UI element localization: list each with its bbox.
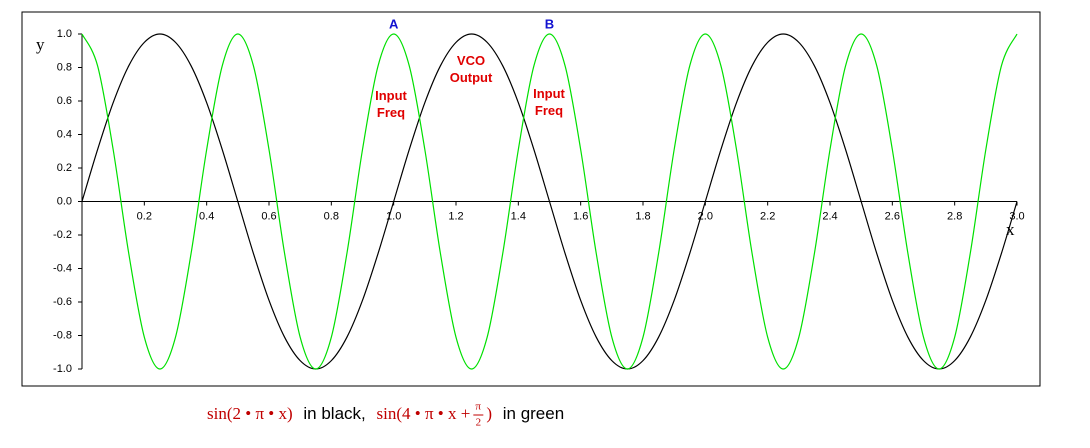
x-tick-label: 1.4 [511, 210, 526, 222]
annotation: Input Freq [533, 86, 565, 118]
y-axis-label: y [36, 35, 45, 54]
caption-formula: sin(2 • π • x) [207, 404, 293, 423]
y-tick-label: -0.4 [53, 262, 72, 274]
annotation: Input Freq [375, 88, 407, 120]
caption-text: in black, [303, 404, 365, 423]
y-tick-label: -0.8 [53, 329, 72, 341]
annotation-line: VCO [457, 53, 485, 68]
y-tick-label: -0.2 [53, 229, 72, 241]
x-tick-label: 0.8 [324, 210, 339, 222]
series-line [81, 33, 1018, 370]
annotation: B [545, 16, 554, 31]
x-tick-label: 2.8 [947, 210, 962, 222]
x-tick-label: 0.2 [137, 210, 152, 222]
caption-fraction-denominator: 2 [476, 417, 482, 429]
y-tick-label: 0.2 [57, 162, 72, 174]
annotation-line: Output [450, 70, 493, 85]
y-tick-label: 0.0 [57, 195, 72, 207]
x-tick-label: 1.6 [573, 210, 588, 222]
caption: sin(2 • π • x) in black, sin(4 • π • x + [207, 404, 470, 424]
x-axis-label: x [1006, 220, 1015, 239]
y-tick-label: 0.4 [57, 128, 72, 140]
y-tick-label: -1.0 [53, 363, 72, 375]
annotation: A [389, 16, 399, 31]
x-tick-label: 2.4 [822, 210, 837, 222]
x-tick-label: 1.8 [635, 210, 650, 222]
x-tick-label: 1.2 [448, 210, 463, 222]
annotation-line: Freq [377, 105, 405, 120]
annotation: VCO Output [450, 53, 493, 85]
caption-formula: sin(4 • π • x + [377, 404, 471, 423]
annotation-line: Input [533, 86, 565, 101]
y-tick-label: 0.6 [57, 95, 72, 107]
annotation-line: Freq [535, 103, 563, 118]
x-tick-label: 0.6 [261, 210, 276, 222]
y-tick-label: -0.6 [53, 296, 72, 308]
y-tick-label: 0.8 [57, 61, 72, 73]
x-tick-label: 2.2 [760, 210, 775, 222]
x-tick-label: 2.6 [885, 210, 900, 222]
plot-frame [21, 11, 1041, 387]
x-tick-label: 0.4 [199, 210, 214, 222]
caption-formula: ) [486, 404, 492, 423]
caption-text: in green [503, 404, 564, 423]
annotation-line: Input [375, 88, 407, 103]
series-line [81, 33, 1018, 370]
caption-tail: ) in green [486, 404, 564, 424]
caption-fraction-numerator: π [475, 401, 481, 413]
y-tick-label: 1.0 [57, 28, 72, 40]
